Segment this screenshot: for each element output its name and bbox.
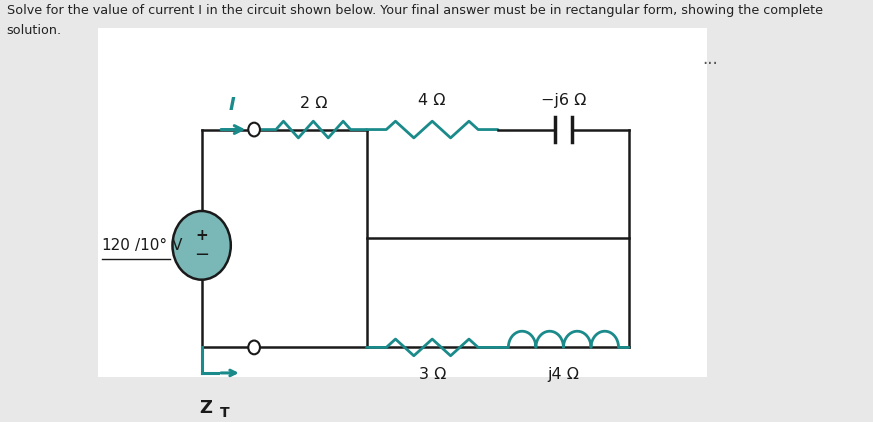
Text: $\mathbf{T}$: $\mathbf{T}$ [219,406,230,420]
Text: ...: ... [702,50,718,68]
Text: I: I [228,96,235,114]
Text: 2 Ω: 2 Ω [299,96,327,111]
Text: 4 Ω: 4 Ω [418,93,446,108]
Text: +: + [196,228,208,243]
Text: $\mathbf{Z}$: $\mathbf{Z}$ [199,400,213,417]
Circle shape [248,123,260,136]
Text: 3 Ω: 3 Ω [418,367,446,382]
Text: j4 Ω: j4 Ω [547,367,580,382]
Text: 120: 120 [101,238,131,253]
Circle shape [173,211,230,280]
Bar [99,28,706,377]
Text: Solve for the value of current I in the circuit shown below. Your final answer m: Solve for the value of current I in the … [7,4,822,17]
Text: solution.: solution. [7,24,62,37]
Circle shape [248,341,260,354]
Text: −: − [194,246,210,264]
Text: /10° V: /10° V [135,238,182,253]
Text: −j6 Ω: −j6 Ω [540,93,586,108]
